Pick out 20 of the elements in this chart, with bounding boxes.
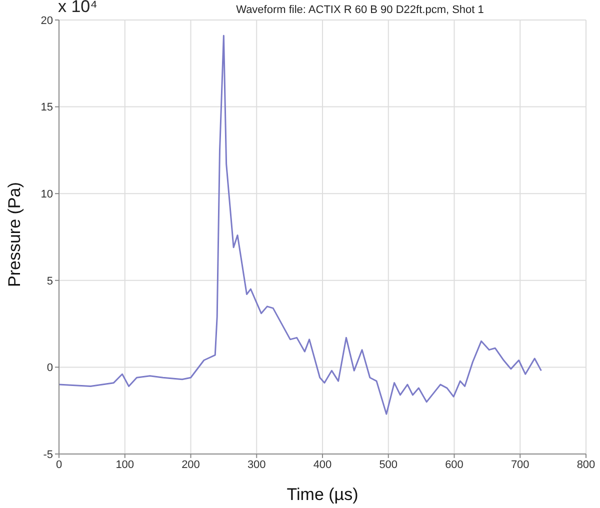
y-axis-title: Pressure (Pa) [5,182,24,287]
x-tick-label: 0 [56,458,62,471]
y-tick-label: 5 [46,275,53,288]
x-tick-label: 800 [576,458,596,471]
x-tick-label: 400 [313,458,332,471]
y-tick-label: -5 [43,448,53,461]
text: x 10⁴ [58,0,98,17]
x-tick-label: 500 [379,458,398,471]
chart-title: Waveform file: ACTIX R 60 B 90 D22ft.pcm, Shot 1 [236,4,484,16]
x-tick-label: 600 [445,458,464,471]
y-tick-label: 20 [40,14,53,27]
x-tick-label: 700 [510,458,530,471]
x-axis-title: Time (µs) [286,485,358,504]
x-tick-label: 300 [247,458,266,471]
y-tick-label: 10 [40,188,53,201]
x-tick-label: 100 [116,458,134,471]
y-tick-label: 0 [46,362,53,374]
line-series [59,34,542,415]
x-tick-label: 200 [182,458,200,471]
y-tick-label: 15 [40,102,53,114]
